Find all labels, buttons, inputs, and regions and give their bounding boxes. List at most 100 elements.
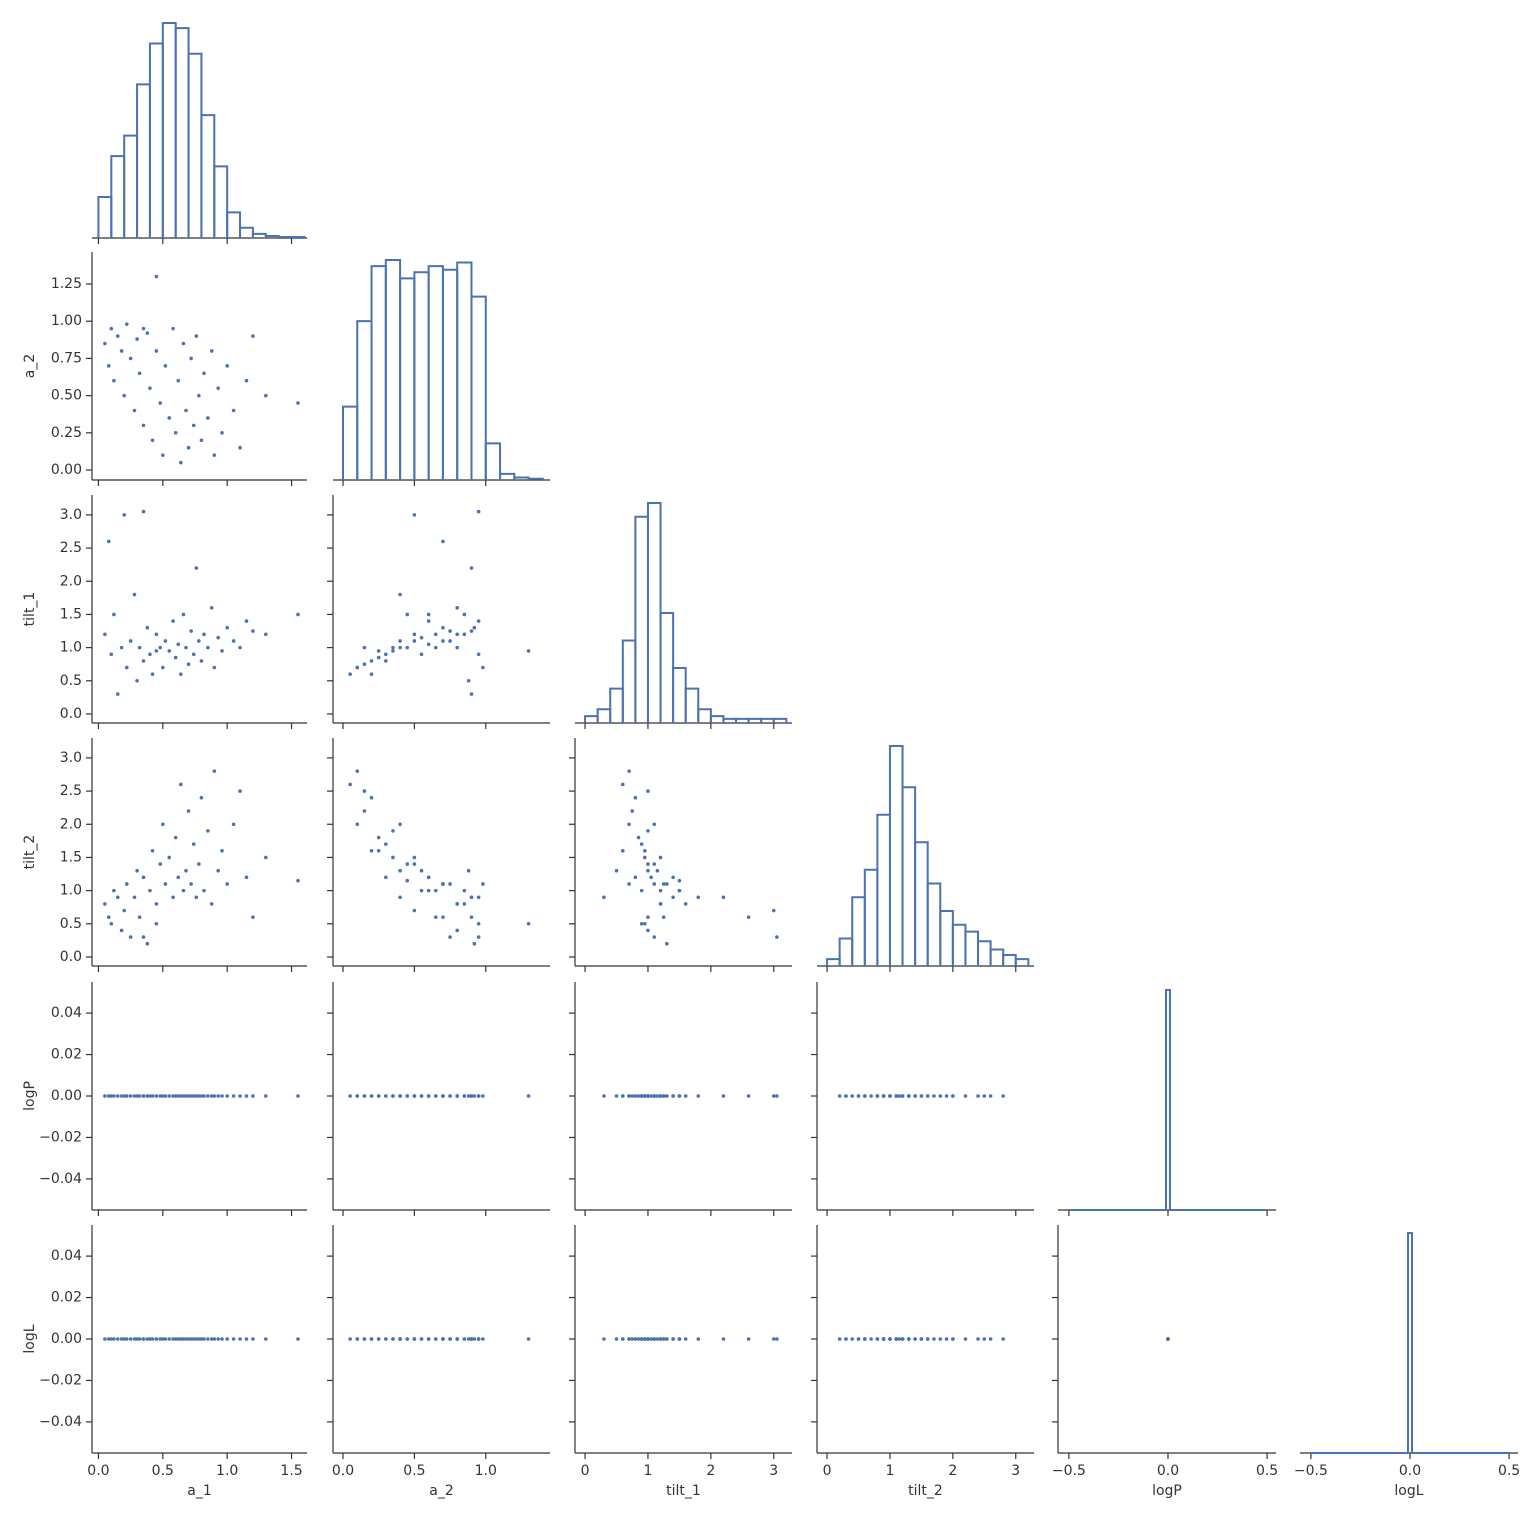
scatter-point	[206, 645, 210, 650]
scatter-point	[671, 1094, 675, 1098]
scatter-point	[837, 1094, 842, 1098]
scatter-point	[197, 1094, 201, 1098]
scatter-point	[844, 1337, 848, 1341]
scatter-point	[355, 822, 360, 827]
scatter-point	[161, 822, 165, 827]
scatter-point	[455, 1094, 460, 1098]
scatter-point	[181, 612, 186, 617]
scatter-point	[869, 1337, 873, 1341]
scatter-point	[988, 1337, 993, 1341]
scatter-point	[897, 1094, 902, 1098]
scatter-point	[988, 1094, 993, 1098]
y-tick-label: 1.0	[60, 883, 82, 899]
scatter-point	[124, 1094, 129, 1098]
scatter-point	[171, 1337, 175, 1341]
scatter-point	[643, 1094, 647, 1098]
scatter-point	[158, 645, 163, 650]
scatter-point	[184, 868, 188, 873]
scatter-point	[658, 855, 663, 860]
scatter-point	[476, 619, 481, 623]
scatter-point	[951, 1094, 955, 1098]
scatter-point	[184, 408, 188, 413]
x-tick-label: 0.0	[87, 1463, 109, 1479]
scatter-point	[362, 645, 367, 650]
scatter-point	[376, 1094, 381, 1098]
y-tick-label: 0.00	[51, 1088, 82, 1104]
scatter-point	[355, 665, 360, 670]
scatter-point	[469, 629, 474, 633]
scatter-point	[238, 445, 242, 450]
scatter-point	[369, 1337, 374, 1341]
scatter-point	[677, 878, 682, 883]
scatter-point	[148, 888, 152, 893]
scatter-point	[655, 868, 660, 873]
scatter-point	[109, 326, 114, 331]
scatter-point	[455, 902, 460, 906]
scatter-point	[171, 619, 175, 623]
scatter-point	[135, 1094, 139, 1098]
scatter-point	[173, 835, 178, 840]
x-tick-label: 0.5	[403, 1463, 425, 1479]
scatter-point	[145, 331, 150, 335]
y-tick-label: 0.50	[51, 388, 82, 404]
scatter-point	[296, 1094, 300, 1098]
scatter-point	[296, 878, 300, 883]
scatter-point	[951, 1337, 955, 1341]
scatter-point	[627, 822, 631, 827]
scatter-point	[106, 1094, 111, 1098]
x-axis-label: tilt_1	[666, 1483, 701, 1499]
scatter-point	[216, 1094, 220, 1098]
scatter-point	[122, 908, 126, 913]
scatter-point	[633, 1094, 638, 1098]
scatter-point	[141, 1094, 146, 1098]
scatter-point	[649, 875, 653, 880]
scatter-point	[176, 875, 181, 880]
scatter-point	[264, 632, 268, 637]
scatter-point	[209, 902, 214, 906]
scatter-point	[476, 895, 481, 900]
scatter-point	[199, 438, 204, 443]
scatter-point	[652, 882, 657, 886]
scatter-point	[145, 1094, 150, 1098]
scatter-point	[462, 612, 467, 617]
scatter-point	[384, 842, 388, 846]
scatter-point	[412, 639, 417, 643]
scatter-point	[646, 868, 650, 873]
scatter-point	[181, 341, 186, 346]
scatter-point	[441, 1337, 445, 1341]
y-tick-label: 0.5	[60, 673, 82, 689]
scatter-point	[158, 1337, 163, 1341]
scatter-point	[412, 513, 417, 517]
scatter-point	[154, 902, 159, 906]
x-tick-label: 0.5	[1498, 1463, 1520, 1479]
scatter-point	[925, 1337, 930, 1341]
scatter-point	[476, 921, 481, 926]
y-axis-label: a_2	[22, 354, 38, 379]
scatter-point	[206, 416, 210, 420]
scatter-point	[1166, 1337, 1170, 1341]
scatter-point	[976, 1337, 980, 1341]
scatter-point	[376, 835, 381, 840]
scatter-point	[426, 619, 431, 623]
x-axis-label: logP	[1152, 1483, 1182, 1499]
scatter-point	[154, 649, 159, 653]
scatter-point	[231, 822, 236, 827]
scatter-point	[212, 769, 217, 773]
scatter-point	[771, 1337, 776, 1341]
scatter-point	[837, 1337, 842, 1341]
scatter-point	[141, 423, 146, 428]
scatter-point	[433, 1337, 438, 1341]
scatter-point	[362, 809, 367, 813]
y-tick-label: 0.04	[51, 1248, 82, 1264]
scatter-point	[376, 849, 381, 853]
scatter-point	[369, 795, 374, 800]
histogram-bin	[484, 442, 502, 480]
scatter-point	[186, 445, 191, 450]
scatter-point	[398, 1094, 402, 1098]
scatter-point	[191, 842, 196, 846]
scatter-point	[677, 1337, 682, 1341]
scatter-point	[419, 1337, 424, 1341]
y-tick-label: 1.5	[60, 849, 82, 865]
scatter-point	[661, 915, 666, 919]
scatter-point	[167, 855, 172, 860]
